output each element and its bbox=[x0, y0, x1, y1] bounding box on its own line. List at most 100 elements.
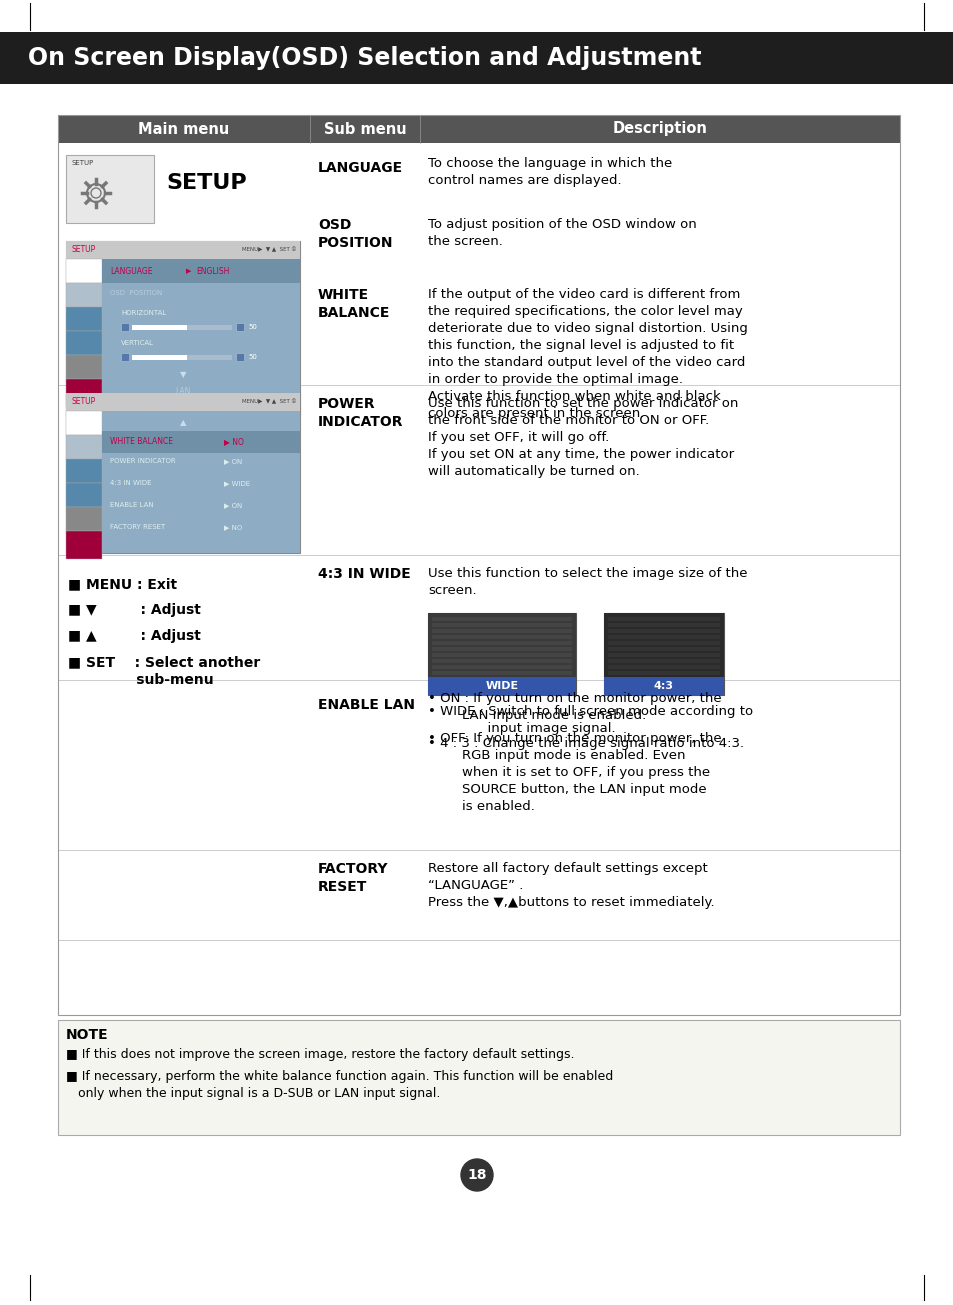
Text: ■ ▼         : Adjust: ■ ▼ : Adjust bbox=[68, 603, 201, 617]
Text: HORIZONTAL: HORIZONTAL bbox=[121, 311, 166, 316]
Text: • ON : If you turn on the monitor power, the
        LAN input mode is enabled.: • ON : If you turn on the monitor power,… bbox=[428, 692, 720, 722]
Text: MENU▶  ▼ ▲  SET ①: MENU▶ ▼ ▲ SET ① bbox=[241, 399, 295, 405]
Bar bbox=[428, 613, 576, 696]
Text: 4:3 IN WIDE: 4:3 IN WIDE bbox=[317, 566, 411, 581]
Bar bbox=[607, 629, 720, 633]
Text: SETUP: SETUP bbox=[71, 245, 96, 254]
Bar bbox=[66, 531, 102, 559]
Bar bbox=[132, 325, 187, 330]
Text: WIDE: WIDE bbox=[485, 681, 518, 692]
Bar bbox=[66, 355, 102, 378]
Text: 4:3 IN WIDE: 4:3 IN WIDE bbox=[110, 480, 152, 485]
Bar bbox=[607, 641, 720, 645]
Bar bbox=[607, 652, 720, 656]
Bar bbox=[66, 411, 102, 435]
Text: ■ If this does not improve the screen image, restore the factory default setting: ■ If this does not improve the screen im… bbox=[66, 1048, 574, 1061]
Text: Main menu: Main menu bbox=[138, 121, 230, 137]
Text: ■ If necessary, perform the white balance function again. This function will be : ■ If necessary, perform the white balanc… bbox=[66, 1070, 613, 1100]
Text: LANGUAGE: LANGUAGE bbox=[317, 161, 403, 175]
Text: ▶: ▶ bbox=[186, 268, 192, 274]
Text: ENABLE LAN: ENABLE LAN bbox=[110, 502, 153, 508]
Text: ▶ ON: ▶ ON bbox=[224, 502, 242, 508]
Text: LAN: LAN bbox=[175, 386, 191, 395]
Text: ENGLISH: ENGLISH bbox=[195, 266, 229, 275]
Bar bbox=[603, 613, 723, 692]
Bar bbox=[58, 115, 899, 1015]
Bar bbox=[121, 352, 129, 361]
Text: POWER
INDICATOR: POWER INDICATOR bbox=[317, 397, 403, 429]
Text: • OFF: If you turn on the monitor power, the
        RGB input mode is enabled. : • OFF: If you turn on the monitor power,… bbox=[428, 732, 720, 813]
Bar bbox=[132, 355, 232, 360]
Text: Description: Description bbox=[612, 121, 707, 137]
Bar bbox=[432, 617, 572, 621]
Text: To choose the language in which the
control names are displayed.: To choose the language in which the cont… bbox=[428, 157, 672, 187]
Bar bbox=[66, 508, 102, 531]
Bar bbox=[66, 241, 299, 258]
Bar bbox=[102, 411, 299, 553]
Bar bbox=[102, 431, 299, 453]
Bar bbox=[432, 652, 572, 656]
Text: If the output of the video card is different from
the required specifications, t: If the output of the video card is diffe… bbox=[428, 288, 747, 420]
Text: ▶ NO: ▶ NO bbox=[224, 525, 242, 530]
Bar bbox=[66, 241, 299, 416]
Text: On Screen Display(OSD) Selection and Adjustment: On Screen Display(OSD) Selection and Adj… bbox=[28, 46, 700, 70]
Bar bbox=[132, 355, 187, 360]
Text: ENABLE LAN: ENABLE LAN bbox=[317, 698, 415, 713]
Bar bbox=[607, 636, 720, 639]
Bar bbox=[102, 258, 299, 416]
Text: FACTORY
RESET: FACTORY RESET bbox=[317, 863, 388, 894]
Text: ■ ▲         : Adjust: ■ ▲ : Adjust bbox=[68, 629, 201, 643]
Bar bbox=[58, 115, 899, 144]
Text: Sub menu: Sub menu bbox=[323, 121, 406, 137]
Bar bbox=[432, 647, 572, 651]
Bar bbox=[607, 666, 720, 669]
Bar bbox=[603, 677, 723, 696]
Text: Use this function to select the image size of the
screen.: Use this function to select the image si… bbox=[428, 566, 747, 596]
Bar bbox=[603, 613, 723, 696]
Bar bbox=[66, 307, 102, 331]
Bar bbox=[66, 155, 153, 223]
Bar bbox=[66, 283, 102, 307]
Bar bbox=[66, 258, 102, 283]
Circle shape bbox=[460, 1159, 493, 1191]
Bar bbox=[0, 33, 953, 84]
Text: 18: 18 bbox=[467, 1168, 486, 1182]
Text: ▶ ON: ▶ ON bbox=[224, 458, 242, 465]
Text: 4:3: 4:3 bbox=[654, 681, 673, 692]
Bar bbox=[432, 666, 572, 669]
Text: • 4 : 3 : Change the image signal ratio into 4:3.: • 4 : 3 : Change the image signal ratio … bbox=[428, 737, 743, 750]
Text: 50: 50 bbox=[248, 354, 256, 360]
Bar bbox=[607, 617, 720, 621]
Bar bbox=[235, 324, 244, 331]
Bar bbox=[58, 1021, 899, 1135]
Text: MENU▶  ▼ ▲  SET ①: MENU▶ ▼ ▲ SET ① bbox=[241, 248, 295, 253]
Bar bbox=[102, 258, 299, 283]
Bar bbox=[432, 641, 572, 645]
Text: NOTE: NOTE bbox=[66, 1028, 109, 1041]
Text: POWER INDICATOR: POWER INDICATOR bbox=[110, 458, 175, 465]
Bar bbox=[428, 677, 576, 696]
Text: WHITE
BALANCE: WHITE BALANCE bbox=[317, 288, 390, 321]
Text: OSD
POSITION: OSD POSITION bbox=[317, 218, 393, 251]
Text: ▶ WIDE: ▶ WIDE bbox=[224, 480, 250, 485]
Text: ▶ NO: ▶ NO bbox=[224, 437, 244, 446]
Text: LANGUAGE: LANGUAGE bbox=[110, 266, 152, 275]
Text: ▲: ▲ bbox=[179, 419, 186, 428]
Bar bbox=[607, 622, 720, 626]
Bar bbox=[121, 324, 129, 331]
Bar bbox=[66, 435, 102, 459]
Bar bbox=[607, 671, 720, 675]
Bar bbox=[66, 393, 299, 553]
Text: • WIDE : Switch to full screen mode according to
              input image signa: • WIDE : Switch to full screen mode acco… bbox=[428, 705, 752, 735]
Text: WHITE BALANCE: WHITE BALANCE bbox=[110, 437, 172, 446]
Bar bbox=[432, 659, 572, 663]
Bar bbox=[432, 629, 572, 633]
Text: SETUP: SETUP bbox=[71, 398, 96, 406]
Text: ■ MENU : Exit: ■ MENU : Exit bbox=[68, 577, 177, 591]
Text: Restore all factory default settings except
“LANGUAGE” .
Press the ▼,▲buttons to: Restore all factory default settings exc… bbox=[428, 863, 714, 910]
Text: OSD  POSITION: OSD POSITION bbox=[110, 290, 162, 296]
Bar bbox=[66, 378, 102, 407]
Bar bbox=[66, 483, 102, 508]
Text: Use this function to set the power indicator on
the front side of the monitor to: Use this function to set the power indic… bbox=[428, 397, 738, 478]
Bar bbox=[66, 459, 102, 483]
